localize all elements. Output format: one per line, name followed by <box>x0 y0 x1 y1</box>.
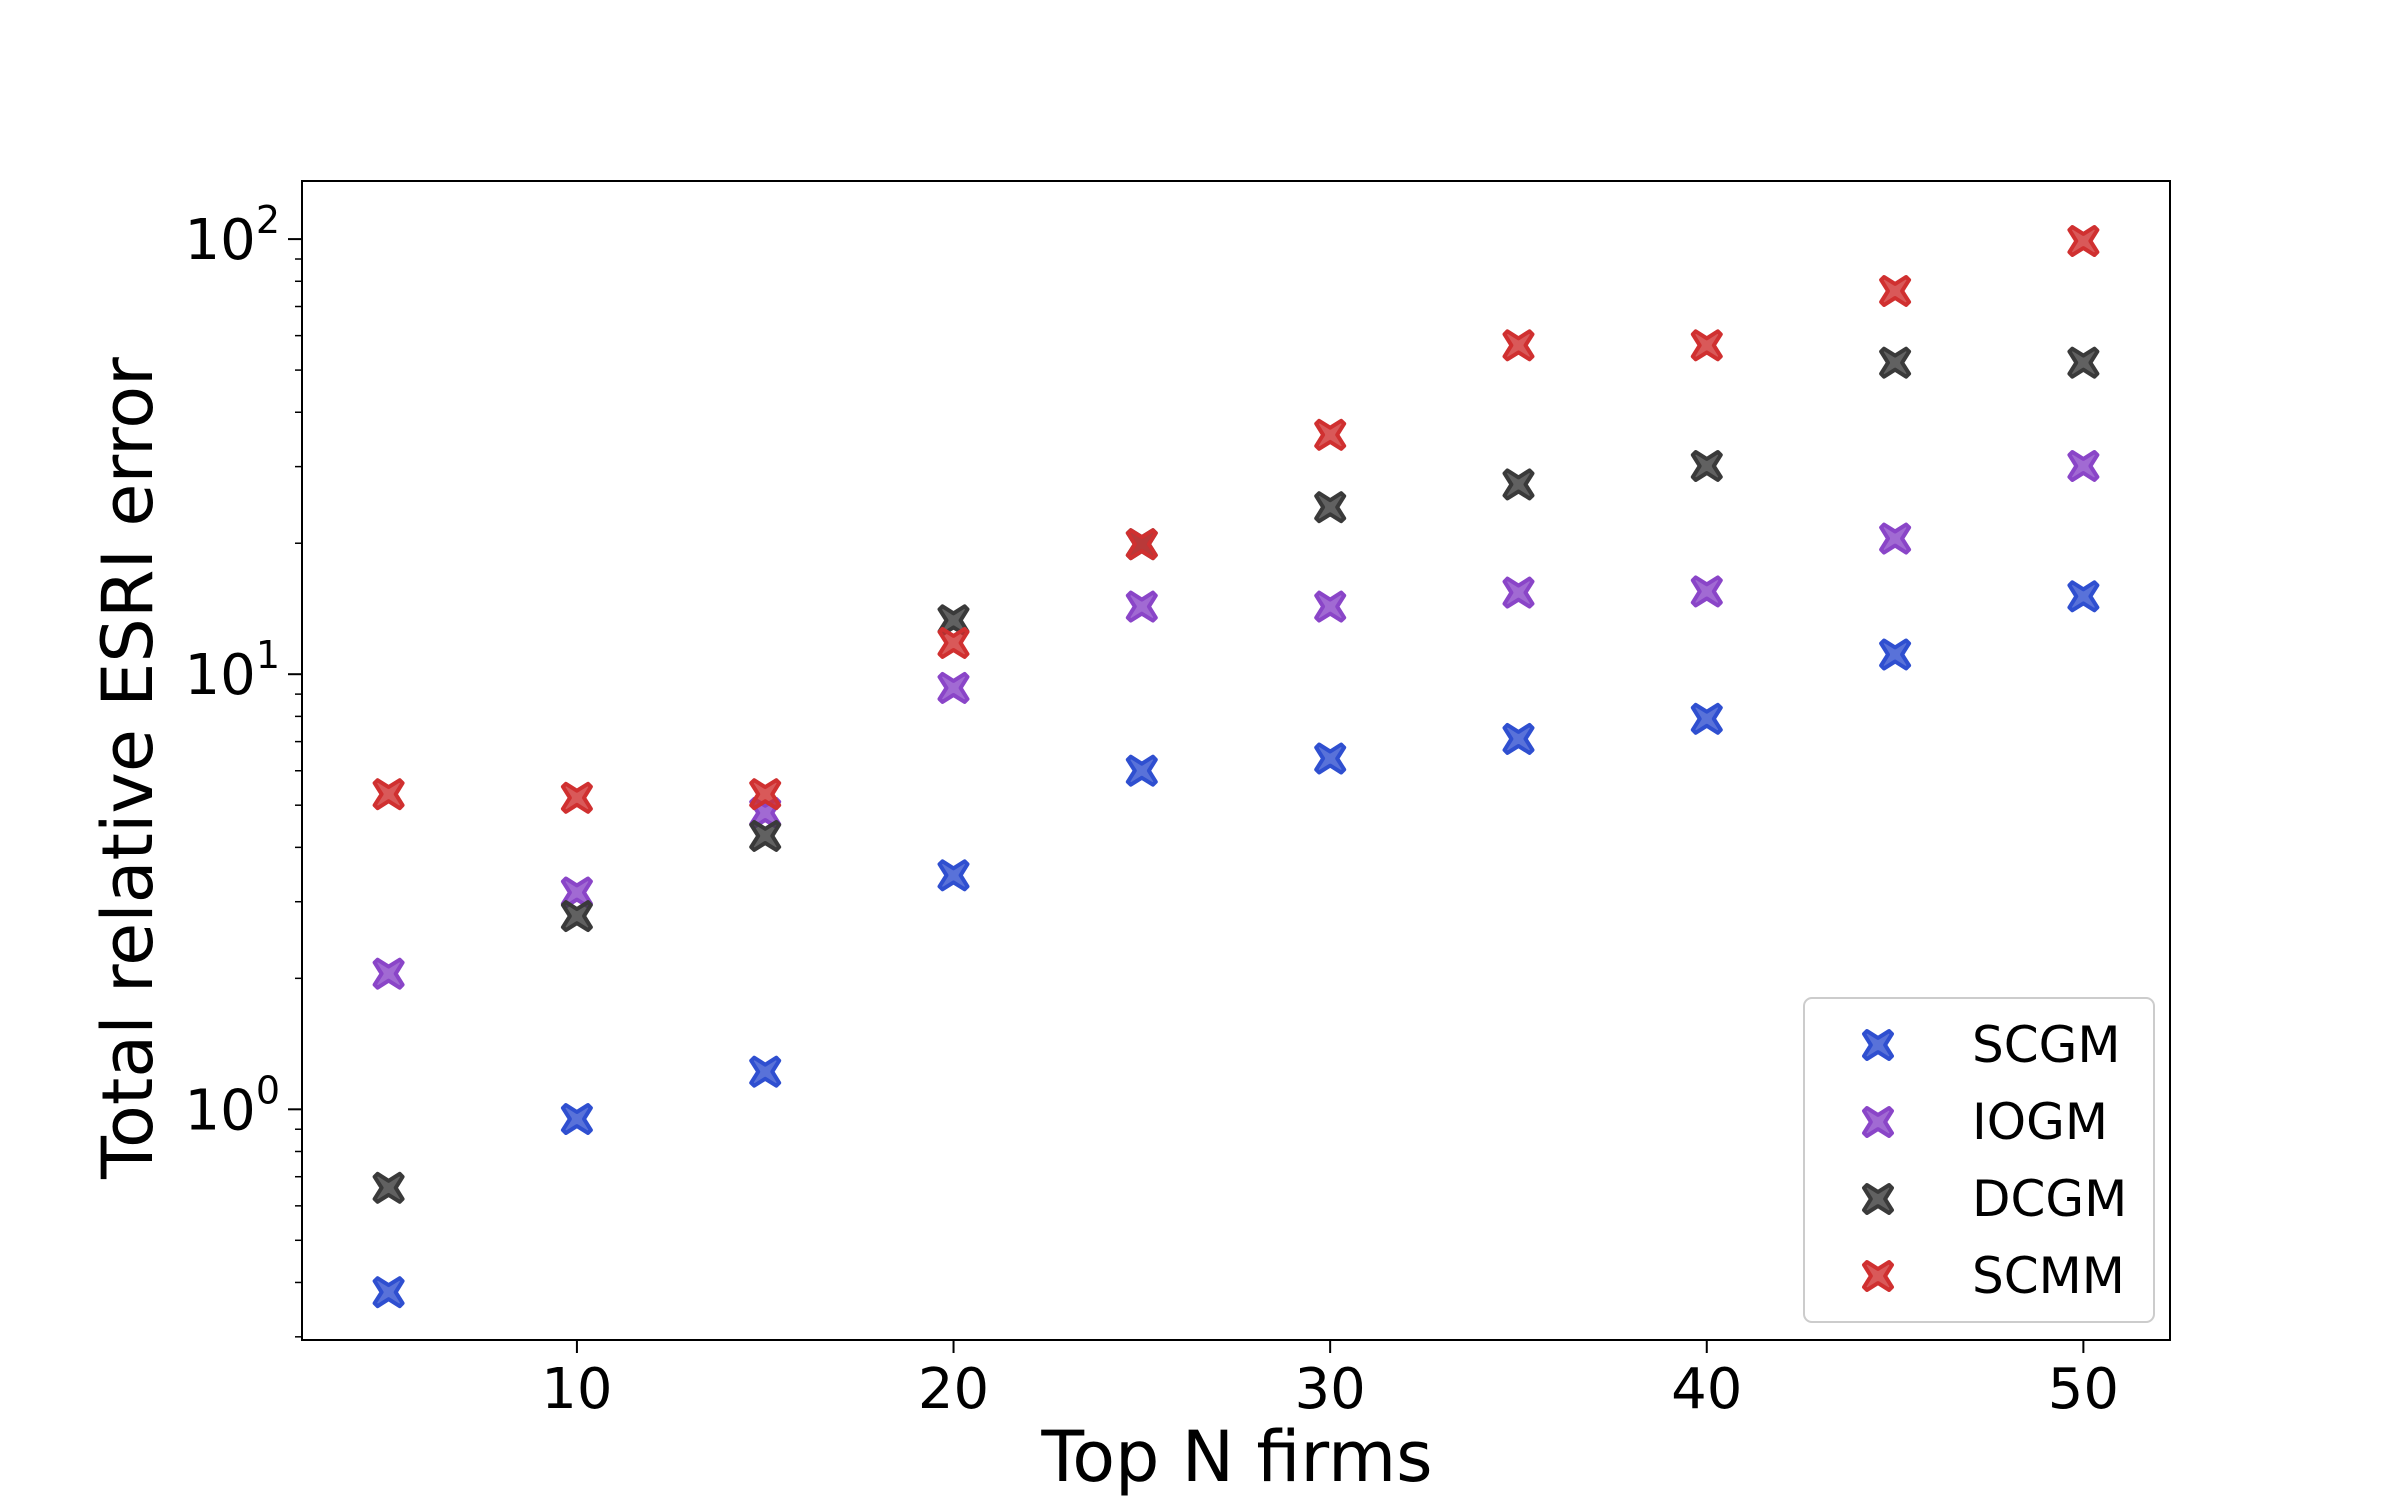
legend-box <box>1803 997 2155 1323</box>
y-tick-base: 10 <box>185 643 256 708</box>
data-point-scgm <box>749 1055 782 1088</box>
y-tick-exponent: 0 <box>256 1068 280 1112</box>
y-tick-label: 101 <box>185 633 280 708</box>
y-tick-label: 102 <box>185 198 280 273</box>
data-point-scgm <box>1879 638 1912 671</box>
data-point-iogm <box>937 671 970 704</box>
data-point-scmm <box>1879 275 1912 307</box>
plot-frame <box>301 180 2171 1341</box>
data-point-scmm <box>372 778 405 811</box>
legend: SCGM IOGM DCGM SCMM <box>1803 997 2155 1323</box>
data-point-scmm <box>1125 528 1158 561</box>
data-point-scgm <box>1502 722 1535 755</box>
legend-label-scmm: SCMM <box>1972 1247 2125 1305</box>
data-point-scmm <box>560 781 593 814</box>
data-point-iogm <box>1690 575 1723 608</box>
y-tick-base: 10 <box>185 1078 256 1143</box>
data-point-scgm <box>372 1276 405 1309</box>
data-point-scmm <box>1502 329 1535 362</box>
data-point-iogm <box>1502 576 1535 609</box>
x-tick-label: 30 <box>1295 1357 1366 1422</box>
data-point-scmm <box>1314 418 1347 451</box>
y-tick-base: 10 <box>185 208 256 273</box>
data-point-dcgm <box>749 819 782 852</box>
plot-area <box>301 180 2171 1341</box>
data-point-scmm <box>749 778 782 811</box>
data-point-scmm <box>1690 329 1723 362</box>
x-tick-label: 20 <box>918 1357 989 1422</box>
data-point-scgm <box>1314 742 1347 775</box>
y-tick-label: 100 <box>185 1068 280 1143</box>
data-point-scgm <box>1690 702 1723 735</box>
data-point-dcgm <box>1502 468 1535 501</box>
data-point-iogm <box>2067 450 2100 482</box>
data-point-iogm <box>372 957 405 990</box>
legend-marker-scmm <box>1862 1260 1894 1292</box>
data-point-scgm <box>560 1103 593 1135</box>
y-tick-exponent: 1 <box>256 633 280 677</box>
data-point-scmm <box>2067 225 2100 257</box>
data-point-dcgm <box>1690 450 1723 482</box>
data-point-iogm <box>1125 590 1158 623</box>
x-tick-label: 10 <box>541 1357 612 1422</box>
legend-label-iogm: IOGM <box>1972 1093 2108 1151</box>
legend-marker-dcgm <box>1862 1183 1894 1215</box>
data-point-dcgm <box>1879 346 1912 379</box>
x-axis-label: Top N firms <box>1040 1416 1432 1498</box>
data-point-scgm <box>1125 754 1158 787</box>
data-point-scgm <box>937 859 970 892</box>
legend-marker-scgm <box>1862 1029 1894 1061</box>
y-tick-exponent: 2 <box>256 198 280 242</box>
y-axis-label: Total relative ESRI error <box>87 357 169 1180</box>
data-point-iogm <box>1879 522 1912 555</box>
data-point-dcgm <box>372 1171 405 1204</box>
data-point-dcgm <box>2067 346 2100 379</box>
data-point-dcgm <box>560 900 593 933</box>
x-axis: 10 20 30 40 50 <box>541 1340 2119 1422</box>
legend-label-dcgm: DCGM <box>1972 1170 2127 1228</box>
legend-label-scgm: SCGM <box>1972 1016 2121 1074</box>
data-point-scgm <box>2067 580 2100 613</box>
x-tick-label: 40 <box>1671 1357 1742 1422</box>
data-point-dcgm <box>1314 491 1347 524</box>
legend-marker-iogm <box>1862 1106 1894 1138</box>
data-point-scmm <box>937 626 970 659</box>
x-tick-label: 50 <box>2048 1357 2119 1422</box>
data-point-iogm <box>1314 590 1347 623</box>
